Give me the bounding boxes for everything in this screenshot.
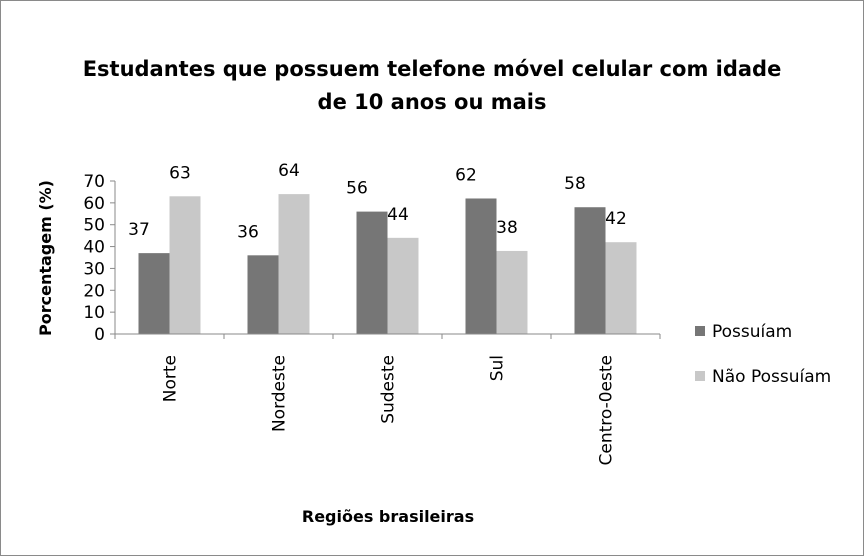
data-label: 37: [128, 220, 150, 240]
bar-possuiam-3: [465, 198, 497, 334]
category-label: Nordeste: [270, 355, 290, 432]
bar-possuiam-4: [574, 207, 606, 334]
y-tick-label: 30: [83, 259, 105, 279]
data-label: 38: [496, 218, 518, 238]
legend-label: Não Possuíam: [712, 367, 831, 387]
y-tick-label: 60: [83, 194, 105, 214]
bar-possuiam-2: [356, 211, 388, 334]
data-label: 64: [278, 161, 300, 181]
y-tick-label: 70: [83, 172, 105, 192]
data-label: 58: [564, 174, 586, 194]
y-tick-label: 0: [94, 325, 105, 345]
data-label: 62: [455, 165, 477, 185]
legend: Possuíam Não Possuíam: [695, 322, 831, 387]
data-label: 42: [605, 209, 627, 229]
legend-swatch: [695, 371, 705, 381]
data-label: 36: [237, 222, 259, 242]
y-tick-label: 40: [83, 238, 105, 258]
category-labels-group: Norte Nordeste Sudeste Sul Centro-0este: [161, 355, 617, 466]
bar-possuiam-0: [138, 253, 170, 334]
y-tick-label: 20: [83, 281, 105, 301]
data-label: 63: [169, 163, 191, 183]
data-label: 56: [346, 179, 368, 199]
bar-nao-possuiam-4: [605, 242, 637, 334]
category-label: Sul: [488, 355, 508, 381]
bar-nao-possuiam-1: [278, 194, 310, 334]
y-tick-label: 10: [83, 303, 105, 323]
chart-title-line-2: de 10 anos ou mais: [318, 90, 547, 114]
x-axis-title: Regiões brasileiras: [302, 507, 474, 526]
legend-swatch: [695, 326, 705, 336]
bar-nao-possuiam-0: [169, 196, 201, 334]
category-label: Norte: [161, 355, 181, 402]
bar-nao-possuiam-2: [387, 237, 419, 334]
legend-label: Possuíam: [712, 322, 792, 342]
bars-group: [138, 194, 637, 334]
y-axis-title: Porcentagem (%): [36, 180, 55, 336]
category-label: Sudeste: [379, 355, 399, 424]
data-labels-group: 37 63 36 64 56 44 62 38 58 42: [128, 161, 627, 242]
bar-possuiam-1: [247, 255, 279, 334]
category-label: Centro-0este: [597, 355, 617, 466]
y-tick-label: 50: [83, 216, 105, 236]
data-label: 44: [387, 205, 409, 225]
chart-title-line-1: Estudantes que possuem telefone móvel ce…: [83, 57, 782, 81]
bar-nao-possuiam-3: [496, 250, 528, 334]
x-tick-marks: [114, 334, 661, 339]
